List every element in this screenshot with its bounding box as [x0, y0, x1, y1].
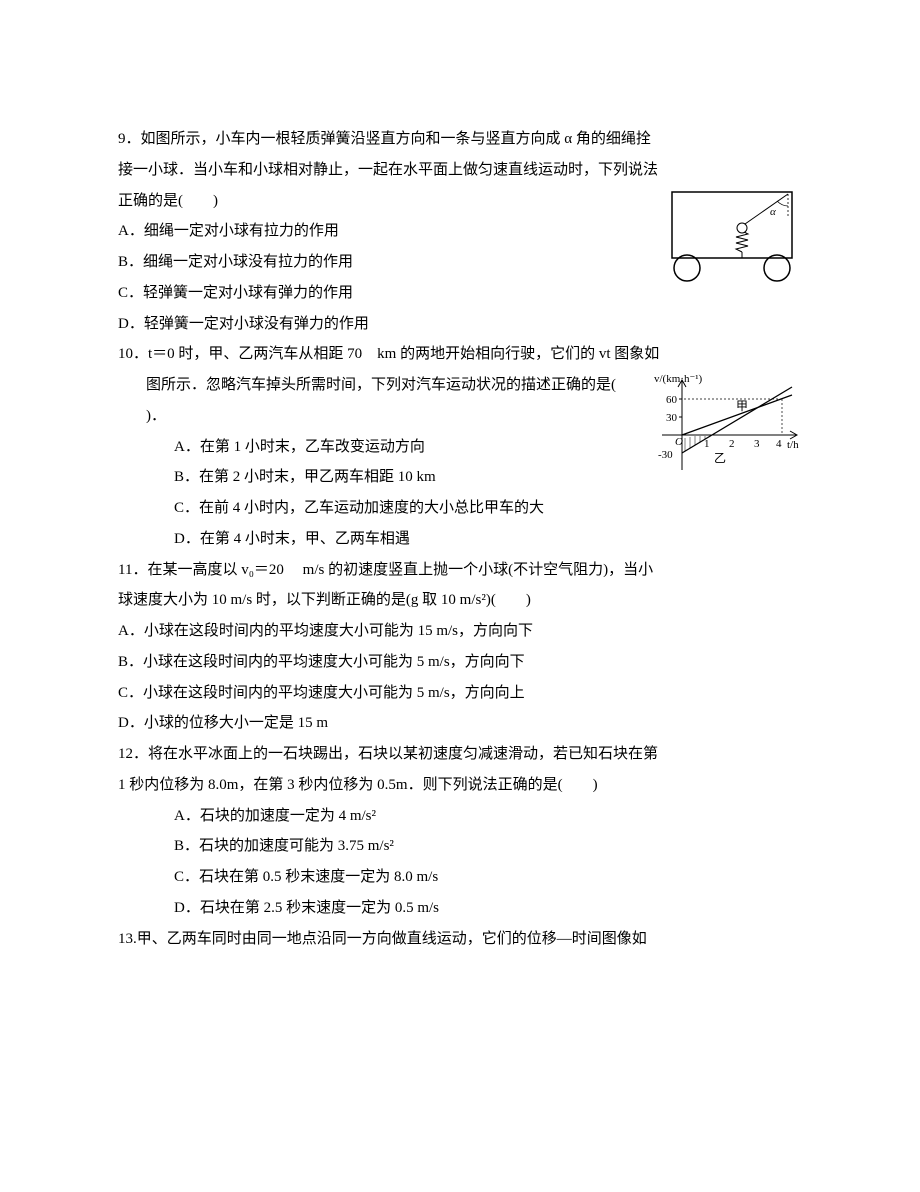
- q10-figure: v/(km·h⁻¹) 60 30 -30 1 2 3 4 t/h O: [652, 370, 802, 485]
- question-12: 12．将在水平冰面上的一石块踢出，石块以某初速度匀减速滑动，若已知石块在第 1 …: [118, 739, 802, 924]
- q11-option-a: A．小球在这段时间内的平均速度大小可能为 15 m/s，方向向下: [118, 616, 802, 647]
- q9-stem-line1: 9．如图所示，小车内一根轻质弹簧沿竖直方向和一条与竖直方向成 α 角的细绳拴: [118, 124, 802, 155]
- q9-figure: α: [664, 186, 802, 284]
- svg-text:-30: -30: [658, 449, 673, 461]
- question-9: 9．如图所示，小车内一根轻质弹簧沿竖直方向和一条与竖直方向成 α 角的细绳拴 接…: [118, 124, 802, 339]
- svg-text:乙: 乙: [714, 451, 726, 465]
- q12-option-c: C．石块在第 0.5 秒末速度一定为 8.0 m/s: [118, 862, 802, 893]
- question-13: 13.甲、乙两车同时由同一地点沿同一方向做直线运动，它们的位移—时间图像如: [118, 924, 802, 955]
- svg-text:2: 2: [729, 438, 735, 450]
- svg-text:60: 60: [666, 394, 678, 406]
- physics-exam-page: 9．如图所示，小车内一根轻质弹簧沿竖直方向和一条与竖直方向成 α 角的细绳拴 接…: [0, 0, 920, 994]
- q11-option-c: C．小球在这段时间内的平均速度大小可能为 5 m/s，方向向上: [118, 678, 802, 709]
- q12-option-a: A．石块的加速度一定为 4 m/s²: [118, 801, 802, 832]
- q11-stem-line2: 球速度大小为 10 m/s 时，以下判断正确的是(g 取 10 m/s²)( ): [118, 585, 802, 616]
- question-10: 10．t＝0 时，甲、乙两汽车从相距 70 km 的两地开始相向行驶，它们的 v…: [118, 339, 802, 554]
- svg-text:v/(km·h⁻¹): v/(km·h⁻¹): [654, 373, 703, 385]
- q12-stem-line1: 12．将在水平冰面上的一石块踢出，石块以某初速度匀减速滑动，若已知石块在第: [118, 739, 802, 770]
- question-11: 11．在某一高度以 v₀＝20 m/s 的初速度竖直上抛一个小球(不计空气阻力)…: [118, 555, 802, 740]
- q9-option-d: D．轻弹簧一定对小球没有弹力的作用: [118, 309, 660, 340]
- q10-stem-line3: )．: [118, 401, 648, 432]
- q9-option-b: B．细绳一定对小球没有拉力的作用: [118, 247, 660, 278]
- q9-stem-line3: 正确的是( ): [118, 186, 660, 217]
- q10-option-c: C．在前 4 小时内，乙车运动加速度的大小总比甲车的大: [118, 493, 802, 524]
- q9-option-a: A．细绳一定对小球有拉力的作用: [118, 216, 660, 247]
- svg-text:4: 4: [776, 438, 782, 450]
- q12-option-b: B．石块的加速度可能为 3.75 m/s²: [118, 831, 802, 862]
- q10-option-a: A．在第 1 小时末，乙车改变运动方向: [118, 432, 648, 463]
- q10-stem-line2: 图所示．忽略汽车掉头所需时间，下列对汽车运动状况的描述正确的是(: [118, 370, 648, 401]
- svg-text:30: 30: [666, 412, 678, 424]
- q10-option-d: D．在第 4 小时末，甲、乙两车相遇: [118, 524, 802, 555]
- vt-graph-icon: v/(km·h⁻¹) 60 30 -30 1 2 3 4 t/h O: [652, 370, 802, 485]
- svg-text:t/h: t/h: [787, 439, 799, 451]
- q11-stem-line1: 11．在某一高度以 v₀＝20 m/s 的初速度竖直上抛一个小球(不计空气阻力)…: [118, 555, 802, 586]
- q13-stem-line1: 13.甲、乙两车同时由同一地点沿同一方向做直线运动，它们的位移—时间图像如: [118, 924, 802, 955]
- q10-option-b: B．在第 2 小时末，甲乙两车相距 10 km: [118, 462, 648, 493]
- svg-text:甲: 甲: [736, 399, 748, 413]
- q12-stem-line2: 1 秒内位移为 8.0m，在第 3 秒内位移为 0.5m．则下列说法正确的是( …: [118, 770, 802, 801]
- svg-text:O: O: [675, 436, 683, 448]
- svg-text:α: α: [770, 206, 776, 218]
- q12-option-d: D．石块在第 2.5 秒末速度一定为 0.5 m/s: [118, 893, 802, 924]
- q9-stem-line2: 接一小球．当小车和小球相对静止，一起在水平面上做匀速直线运动时，下列说法: [118, 155, 802, 186]
- svg-text:3: 3: [754, 438, 760, 450]
- q11-option-b: B．小球在这段时间内的平均速度大小可能为 5 m/s，方向向下: [118, 647, 802, 678]
- q9-option-c: C．轻弹簧一定对小球有弹力的作用: [118, 278, 660, 309]
- cart-spring-icon: α: [664, 186, 802, 284]
- q11-option-d: D．小球的位移大小一定是 15 m: [118, 708, 802, 739]
- q10-stem-line1: 10．t＝0 时，甲、乙两汽车从相距 70 km 的两地开始相向行驶，它们的 v…: [118, 339, 802, 370]
